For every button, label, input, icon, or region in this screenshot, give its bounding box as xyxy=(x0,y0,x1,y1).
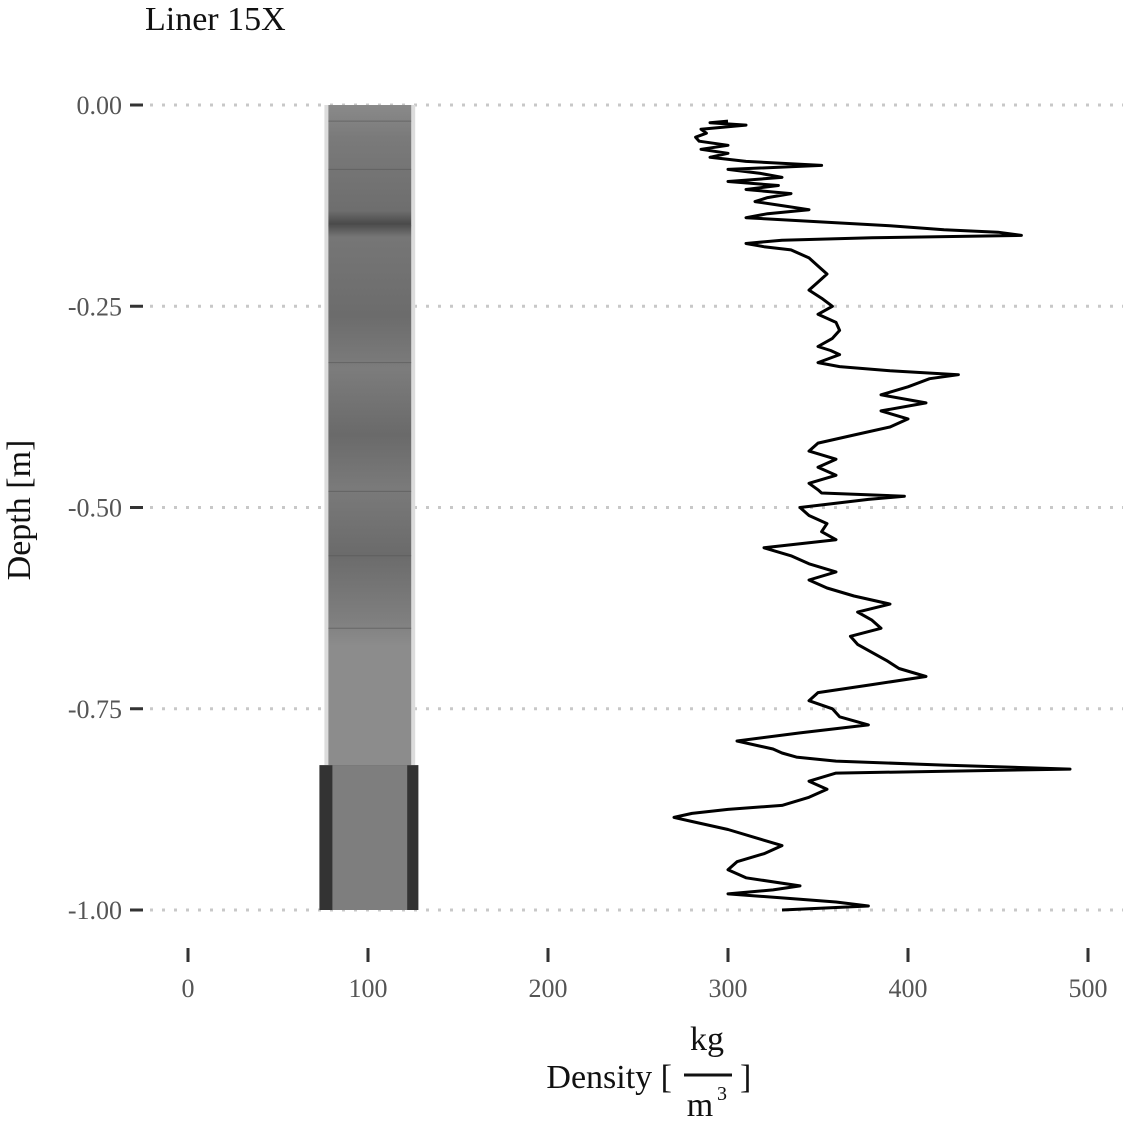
density-series xyxy=(672,119,1072,912)
x-tick-label: 100 xyxy=(349,974,388,1003)
x-axis-ticks: 0 100 200 300 400 500 xyxy=(182,948,1108,1003)
y-tick-label: -0.75 xyxy=(68,695,122,724)
core-section-lower xyxy=(332,765,408,910)
x-axis-label-exponent: 3 xyxy=(717,1083,727,1105)
y-tick-label: -0.25 xyxy=(68,292,122,321)
y-axis-label: Depth [m] xyxy=(1,440,38,581)
core-section-upper xyxy=(328,105,412,766)
x-axis-label: Density [ kg m 3 ] xyxy=(546,1021,751,1122)
y-axis-ticks: 0.00 -0.25 -0.50 -0.75 -1.00 xyxy=(68,91,143,925)
y-tick-label: -1.00 xyxy=(68,896,122,925)
gridlines xyxy=(150,103,1123,912)
x-axis-label-denominator: m xyxy=(687,1087,713,1122)
x-tick-label: 400 xyxy=(889,974,928,1003)
x-tick-label: 0 xyxy=(182,974,195,1003)
x-axis-label-prefix: Density [ xyxy=(546,1059,672,1096)
x-tick-label: 200 xyxy=(529,974,568,1003)
x-tick-label: 300 xyxy=(709,974,748,1003)
y-tick-label: -0.50 xyxy=(68,494,122,523)
x-axis-label-suffix: ] xyxy=(740,1059,751,1096)
y-tick-label: 0.00 xyxy=(77,91,123,120)
x-tick-label: 500 xyxy=(1069,974,1108,1003)
core-scan-image xyxy=(319,105,419,910)
chart-title: Liner 15X xyxy=(145,1,286,38)
x-axis-label-numerator: kg xyxy=(690,1021,724,1058)
density-line xyxy=(672,119,1072,912)
